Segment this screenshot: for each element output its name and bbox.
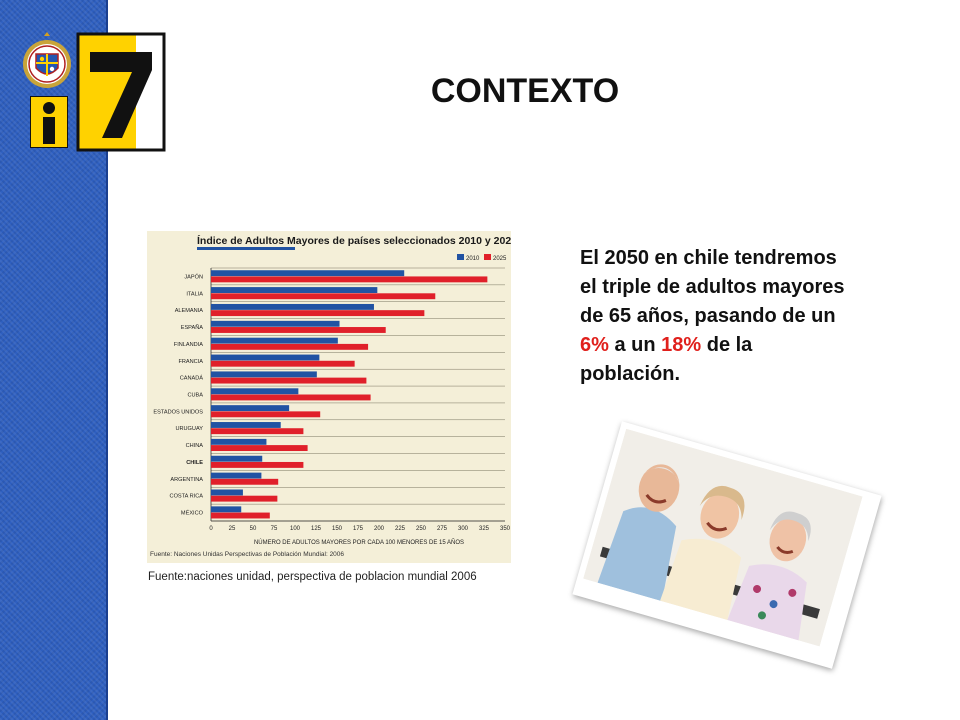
category-label: CHINA	[186, 443, 204, 449]
bar-2010-12	[211, 472, 262, 479]
x-tick-label: 100	[290, 526, 301, 532]
x-tick-label: 275	[437, 526, 448, 532]
bar-2025-1	[211, 293, 436, 300]
bar-2010-1	[211, 287, 378, 293]
category-label: ARGENTINA	[170, 477, 203, 483]
x-tick-label: 0	[209, 526, 213, 532]
category-label: CANADÁ	[180, 375, 204, 382]
legend-swatch-2010	[457, 254, 464, 260]
bar-2010-11	[211, 455, 263, 462]
bar-2025-13	[211, 495, 278, 502]
highlight-18-percent: 18%	[661, 334, 702, 356]
bar-2025-8	[211, 411, 321, 418]
category-label: CHILE	[186, 460, 203, 466]
bar-2010-8	[211, 405, 290, 412]
laughing-seniors-illustration	[583, 428, 863, 647]
page-title: CONTEXTO	[430, 72, 620, 110]
category-labels: JAPÓN ITALIA ALEMANIA ESPAÑA FINLANDIA FRANCI…	[153, 273, 203, 516]
bar-chart: Índice de Adultos Mayores de países sele…	[153, 234, 511, 546]
bar-2025-9	[211, 428, 304, 435]
highlight-6-percent: 6%	[580, 334, 609, 356]
bar-2025-2	[211, 310, 425, 317]
x-tick-label: 350	[500, 526, 511, 532]
x-tick-label: 150	[332, 526, 343, 532]
x-tick-label: 225	[395, 526, 406, 532]
bar-2010-0	[211, 270, 405, 277]
body-text-part1: El 2050 en chile tendremos el triple de …	[580, 247, 845, 327]
x-tick-label: 50	[250, 526, 257, 532]
category-label: ESTADOS UNIDOS	[153, 409, 203, 415]
category-label: FRANCIA	[178, 359, 203, 365]
bar-2010-4	[211, 337, 338, 344]
legend-label-2025: 2025	[493, 256, 507, 262]
bar-2025-0	[211, 276, 488, 283]
x-tick-label: 75	[271, 526, 278, 532]
category-label: COSTA RICA	[170, 494, 204, 500]
x-tick-label: 300	[458, 526, 469, 532]
legend-swatch-2025	[484, 254, 491, 260]
legend-label-2010: 2010	[466, 256, 480, 262]
chart-source-note: Fuente: Naciones Unidas Perspectivas de …	[150, 551, 345, 558]
x-tick-label: 325	[479, 526, 490, 532]
x-tick-label: 250	[416, 526, 427, 532]
chart-bars	[211, 270, 488, 519]
logo-seven-mark	[76, 32, 166, 152]
category-label: ALEMANIA	[175, 308, 204, 314]
bar-2025-3	[211, 327, 386, 333]
body-text-part3: de la población.	[580, 334, 753, 385]
bar-2010-13	[211, 489, 243, 496]
category-label: MÉXICO	[181, 510, 204, 517]
x-tick-label: 25	[229, 526, 236, 532]
category-label: ESPAÑA	[181, 324, 204, 331]
bar-2010-6	[211, 371, 317, 378]
elderly-people-photo	[572, 421, 882, 669]
chart-legend: 2010 2025	[457, 254, 507, 262]
bar-2025-4	[211, 343, 369, 350]
chart-panel: Índice de Adultos Mayores de países sele…	[147, 231, 511, 563]
logo-i-mark	[30, 96, 68, 148]
x-tick-label: 125	[311, 526, 322, 532]
x-tick-labels: 0 25 50 75 100 125 150 175 200 225 250 275 300 325 350	[209, 526, 510, 532]
bar-2025-6	[211, 377, 367, 384]
category-label: URUGUAY	[175, 426, 203, 432]
category-label: ITALIA	[186, 291, 203, 297]
bar-2010-7	[211, 388, 299, 395]
bar-2025-10	[211, 445, 308, 451]
body-text-part2: a un	[608, 334, 662, 356]
category-label: CUBA	[187, 393, 203, 399]
chart-title: Índice de Adultos Mayores de países sele…	[197, 234, 511, 247]
sidebar-edge	[106, 0, 108, 720]
bar-2010-3	[211, 320, 340, 327]
bar-2025-12	[211, 478, 279, 485]
category-label: JAPÓN	[184, 273, 203, 280]
bar-2025-11	[211, 461, 304, 468]
bar-2010-14	[211, 506, 242, 513]
bar-2010-10	[211, 438, 267, 445]
bar-2025-7	[211, 394, 371, 401]
x-axis-label: NÚMERO DE ADULTOS MAYORES POR CADA 100 M…	[254, 539, 464, 546]
bar-2025-14	[211, 512, 270, 519]
source-caption: Fuente:naciones unidad, perspectiva de p…	[148, 571, 477, 583]
bar-2025-5	[211, 360, 355, 367]
x-tick-label: 175	[353, 526, 364, 532]
category-label: FINLANDIA	[174, 342, 203, 348]
body-paragraph: El 2050 en chile tendremos el triple de …	[580, 244, 855, 389]
bar-2010-9	[211, 422, 281, 428]
title-underline	[197, 247, 295, 250]
bar-2010-2	[211, 303, 374, 310]
university-seal-icon	[23, 32, 71, 88]
bar-2010-5	[211, 354, 320, 361]
x-tick-label: 200	[374, 526, 385, 532]
